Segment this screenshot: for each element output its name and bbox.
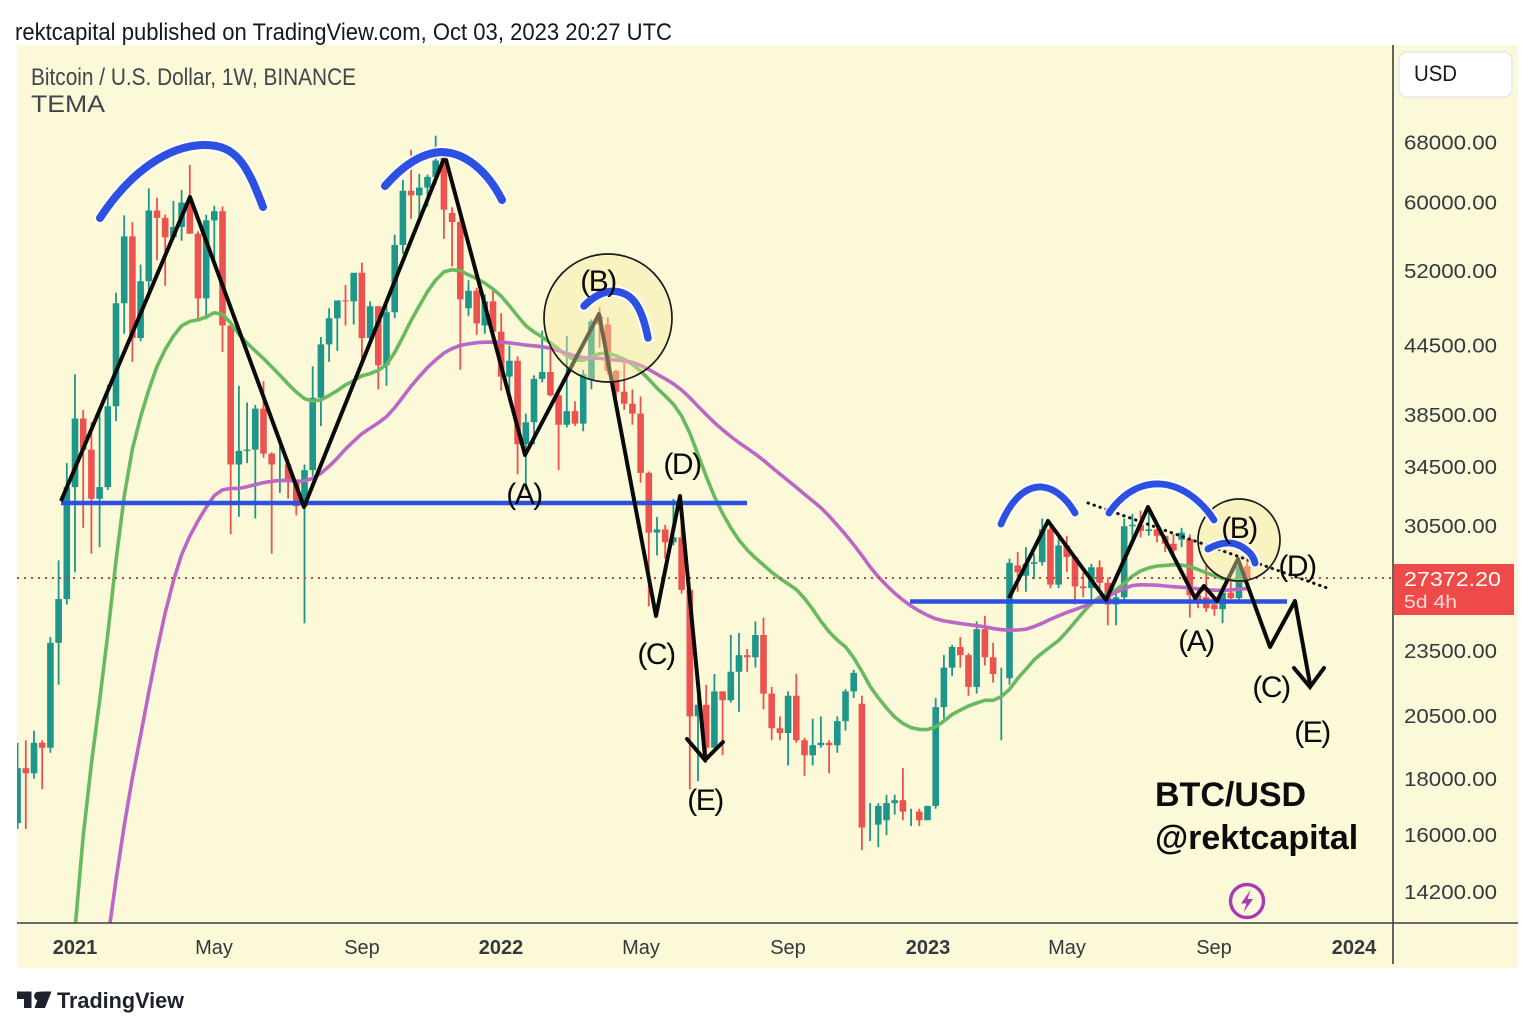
svg-text:(A): (A) — [1178, 625, 1214, 658]
svg-text:(C): (C) — [637, 638, 675, 671]
svg-text:52000.00: 52000.00 — [1404, 260, 1497, 283]
svg-text:rektcapital published on Tradi: rektcapital published on TradingView.com… — [15, 19, 672, 46]
svg-text:38500.00: 38500.00 — [1404, 404, 1497, 427]
svg-text:May: May — [1048, 937, 1086, 959]
svg-text:18000.00: 18000.00 — [1404, 768, 1497, 791]
svg-text:TradingView: TradingView — [57, 988, 185, 1013]
svg-text:Sep: Sep — [770, 937, 806, 959]
svg-text:May: May — [195, 937, 233, 959]
svg-text:(B): (B) — [580, 265, 616, 298]
svg-text:2021: 2021 — [53, 937, 98, 959]
svg-text:(A): (A) — [506, 478, 542, 511]
svg-text:2024: 2024 — [1332, 937, 1377, 959]
svg-text:(E): (E) — [687, 784, 723, 817]
svg-text:(D): (D) — [663, 448, 701, 481]
svg-text:23500.00: 23500.00 — [1404, 640, 1497, 663]
svg-text:16000.00: 16000.00 — [1404, 824, 1497, 847]
svg-text:30500.00: 30500.00 — [1404, 515, 1497, 538]
svg-text:27372.20: 27372.20 — [1404, 568, 1501, 591]
svg-text:5d 4h: 5d 4h — [1404, 592, 1457, 612]
svg-text:@rektcapital: @rektcapital — [1155, 819, 1358, 857]
svg-text:TEMA: TEMA — [31, 91, 106, 118]
svg-text:2022: 2022 — [479, 937, 524, 959]
svg-text:34500.00: 34500.00 — [1404, 456, 1497, 479]
svg-text:USD: USD — [1414, 61, 1457, 86]
svg-text:Sep: Sep — [344, 937, 380, 959]
svg-text:44500.00: 44500.00 — [1404, 335, 1497, 358]
svg-text:60000.00: 60000.00 — [1404, 192, 1497, 215]
svg-text:(D): (D) — [1278, 550, 1316, 583]
svg-text:(E): (E) — [1294, 716, 1330, 749]
svg-text:20500.00: 20500.00 — [1404, 705, 1497, 728]
svg-text:(C): (C) — [1252, 671, 1290, 704]
svg-text:(B): (B) — [1221, 512, 1257, 545]
svg-text:14200.00: 14200.00 — [1404, 881, 1497, 904]
svg-text:68000.00: 68000.00 — [1404, 132, 1497, 155]
svg-text:Sep: Sep — [1196, 937, 1232, 959]
svg-text:Bitcoin / U.S. Dollar, 1W, BIN: Bitcoin / U.S. Dollar, 1W, BINANCE — [31, 64, 356, 91]
svg-text:BTC/USD: BTC/USD — [1155, 776, 1306, 814]
svg-text:2023: 2023 — [906, 937, 951, 959]
svg-text:May: May — [622, 937, 660, 959]
